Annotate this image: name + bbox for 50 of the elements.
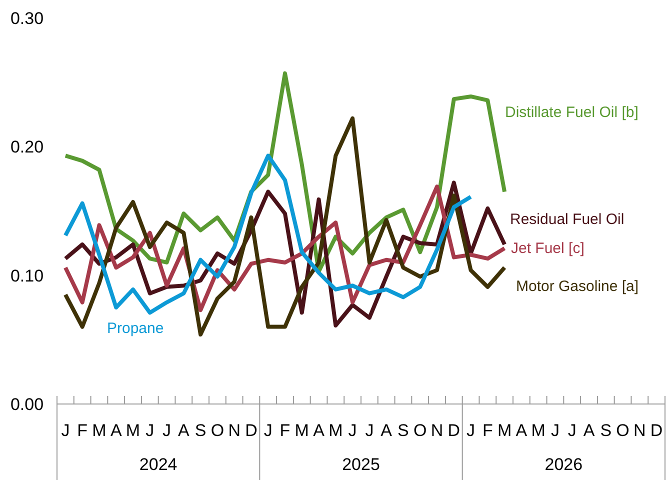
x-tick-label: J bbox=[348, 421, 357, 440]
text: 2024 bbox=[138, 455, 178, 475]
x-tick-label: S bbox=[194, 421, 206, 440]
x-tick-label: J bbox=[264, 421, 272, 440]
series-label: Distillate Fuel Oil [b] bbox=[505, 104, 638, 121]
y-tick-label: 0.10 bbox=[10, 266, 44, 286]
x-tick-label: M bbox=[497, 421, 512, 440]
x-tick-label: F bbox=[77, 421, 88, 440]
x-tick-label: N bbox=[430, 421, 444, 440]
x-tick-label: A bbox=[516, 421, 528, 440]
text: 2025 bbox=[341, 455, 381, 475]
x-tick-label: N bbox=[634, 421, 646, 440]
x-tick-label: N bbox=[228, 421, 240, 440]
y-tick-label: 0.30 bbox=[10, 9, 44, 28]
line-series bbox=[63, 116, 507, 337]
x-tick-label: J bbox=[146, 421, 154, 440]
x-tick-label: M bbox=[328, 421, 343, 440]
x-tick-label: D bbox=[245, 421, 258, 440]
x-tick-label: O bbox=[413, 421, 427, 440]
x-tick-label: A bbox=[583, 421, 596, 440]
series-label: Residual Fuel Oil bbox=[510, 211, 624, 228]
x-tick-label: S bbox=[398, 421, 409, 440]
x-tick-label: O bbox=[210, 421, 224, 440]
x-tick-label: A bbox=[178, 421, 190, 440]
x-tick-label: M bbox=[531, 421, 546, 440]
x-tick-label: D bbox=[650, 421, 663, 440]
x-tick-label: S bbox=[600, 421, 612, 440]
x-tick-label: F bbox=[280, 421, 290, 440]
y-tick-label: 0.00 bbox=[10, 395, 44, 414]
x-tick-label: D bbox=[448, 421, 460, 440]
x-tick-label: J bbox=[550, 421, 560, 440]
x-tick-label: A bbox=[110, 421, 122, 440]
x-tick-label: A bbox=[380, 421, 393, 440]
x-tick-label: J bbox=[365, 421, 374, 440]
series-label: Propane bbox=[107, 320, 164, 337]
x-tick-label: F bbox=[482, 421, 493, 440]
x-tick-label: J bbox=[162, 421, 172, 440]
x-tick-label: A bbox=[313, 421, 326, 440]
x-tick-label: M bbox=[294, 421, 309, 440]
x-tick-label: M bbox=[92, 421, 106, 440]
series-label: Motor Gasoline [a] bbox=[516, 278, 639, 295]
x-tick-label: J bbox=[568, 421, 576, 440]
x-tick-label: J bbox=[61, 421, 70, 440]
y-tick-label: 0.20 bbox=[10, 138, 44, 157]
x-tick-label: J bbox=[466, 421, 476, 440]
x-tick-label: O bbox=[616, 421, 630, 440]
text: 2026 bbox=[544, 455, 584, 475]
x-tick-label: M bbox=[126, 421, 140, 440]
series-label: Jet Fuel [c] bbox=[511, 240, 584, 257]
line-series bbox=[63, 154, 473, 315]
